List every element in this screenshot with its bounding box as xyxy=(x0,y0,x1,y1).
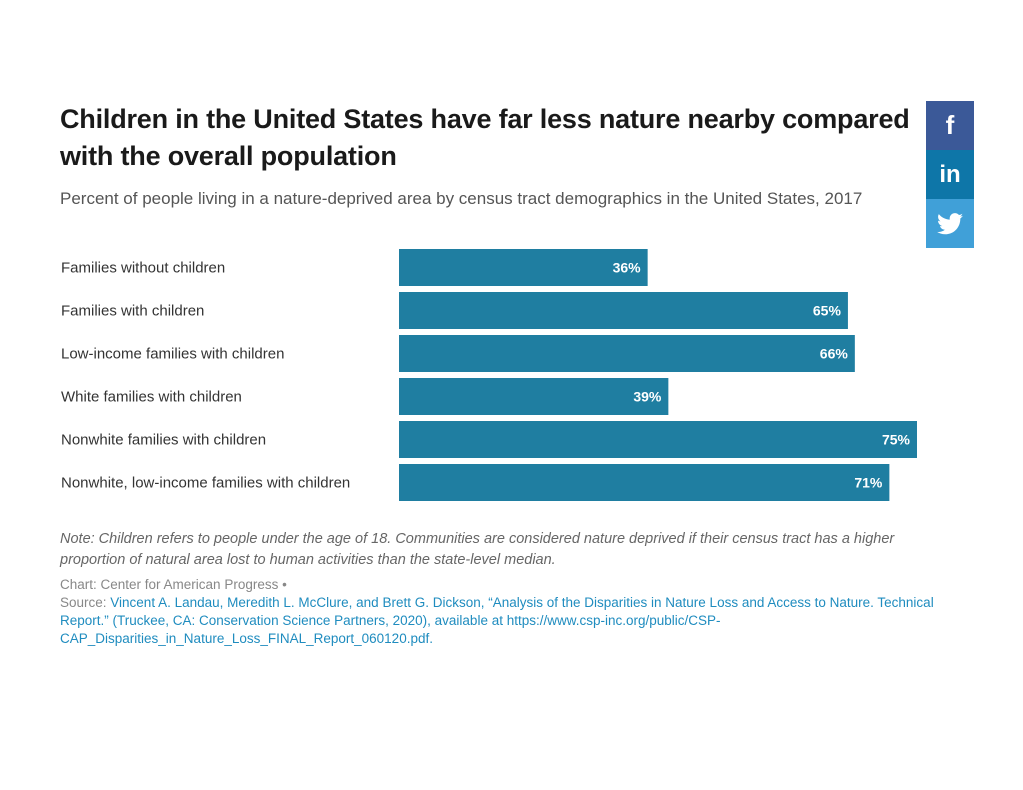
bar[interactable] xyxy=(399,421,917,458)
bar[interactable] xyxy=(399,335,855,372)
twitter-share-button[interactable] xyxy=(926,199,974,248)
source-link[interactable]: Vincent A. Landau, Meredith L. McClure, … xyxy=(60,595,934,646)
source-prefix: Source: xyxy=(60,595,111,610)
source-line: Source: Vincent A. Landau, Meredith L. M… xyxy=(60,594,980,648)
chart-note: Note: Children refers to people under th… xyxy=(60,531,895,568)
facebook-share-button[interactable]: f xyxy=(926,101,974,150)
linkedin-icon: in xyxy=(939,160,961,188)
category-label: White families with children xyxy=(61,389,242,406)
linkedin-share-button[interactable]: in xyxy=(926,150,974,199)
bar[interactable] xyxy=(399,378,669,415)
bar-chart: Families without children 36% Families wit… xyxy=(61,249,917,501)
value-label: 71% xyxy=(854,475,883,491)
bar[interactable] xyxy=(399,292,848,329)
chart-subtitle: Percent of people living in a nature-dep… xyxy=(60,189,863,208)
social-share-bar: f in xyxy=(926,101,974,248)
value-label: 65% xyxy=(813,303,842,319)
bar[interactable] xyxy=(399,464,890,501)
value-label: 75% xyxy=(882,432,911,448)
category-label: Nonwhite, low-income families with child… xyxy=(61,475,350,492)
chart-attribution: Chart: Center for American Progress • xyxy=(60,577,287,592)
bar[interactable] xyxy=(399,249,648,286)
category-label: Families with children xyxy=(61,303,204,320)
chart-title: Children in the United States have far l… xyxy=(60,104,910,171)
facebook-icon: f xyxy=(945,110,955,140)
category-label: Low-income families with children xyxy=(61,346,284,363)
chart-credit: Chart: Center for American Progress • So… xyxy=(60,576,980,648)
value-label: 66% xyxy=(820,346,849,362)
value-label: 39% xyxy=(633,389,662,405)
category-label: Families without children xyxy=(61,260,225,277)
twitter-icon xyxy=(937,212,963,234)
value-label: 36% xyxy=(613,260,642,276)
category-label: Nonwhite families with children xyxy=(61,432,266,449)
